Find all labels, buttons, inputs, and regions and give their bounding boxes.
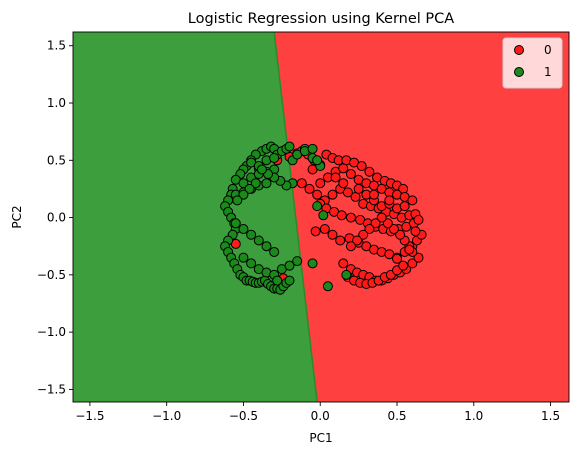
point-class-1 bbox=[261, 241, 272, 252]
point-class-0 bbox=[395, 229, 406, 240]
point-class-0 bbox=[392, 253, 403, 264]
point-class-0 bbox=[335, 235, 346, 246]
point-class-1 bbox=[312, 201, 323, 212]
point-class-1 bbox=[284, 275, 295, 286]
point-class-1 bbox=[256, 164, 267, 175]
legend-box bbox=[502, 37, 563, 89]
point-class-0 bbox=[338, 178, 349, 189]
point-class-0 bbox=[296, 178, 307, 189]
point-class-1 bbox=[269, 246, 280, 257]
point-class-0 bbox=[336, 210, 347, 221]
legend-marker-class-0 bbox=[514, 45, 524, 55]
point-class-1 bbox=[318, 210, 329, 221]
point-class-0 bbox=[330, 172, 341, 183]
point-class-0 bbox=[399, 201, 410, 212]
legend-marker-class-1 bbox=[514, 67, 524, 77]
point-class-0 bbox=[407, 258, 418, 269]
point-class-0 bbox=[352, 235, 363, 246]
point-class-1 bbox=[292, 256, 303, 267]
point-class-0 bbox=[398, 260, 409, 271]
point-class-0 bbox=[345, 169, 356, 180]
point-class-0 bbox=[356, 161, 367, 172]
point-class-1 bbox=[312, 155, 323, 166]
point-class-0 bbox=[407, 195, 418, 206]
point-class-0 bbox=[368, 189, 379, 200]
point-class-0 bbox=[345, 241, 356, 252]
x-tick-label: 0.0 bbox=[311, 409, 330, 423]
y-tick-label: −1.5 bbox=[37, 382, 66, 396]
point-class-1 bbox=[238, 224, 249, 235]
point-class-0 bbox=[312, 189, 323, 200]
y-axis-ticks: −1.5 −1.0 −0.5 0.0 0.5 1.0 1.5 bbox=[37, 39, 73, 396]
point-class-0 bbox=[338, 163, 349, 174]
x-tick-label: 0.5 bbox=[387, 409, 406, 423]
point-class-0 bbox=[364, 166, 375, 177]
x-tick-label: −1.0 bbox=[152, 409, 181, 423]
chart-title: Logistic Regression using Kernel PCA bbox=[188, 11, 455, 27]
y-tick-label: 1.5 bbox=[47, 39, 66, 53]
y-tick-label: −1.0 bbox=[37, 325, 66, 339]
point-class-1 bbox=[272, 275, 283, 286]
point-class-1 bbox=[307, 258, 318, 269]
point-class-1 bbox=[230, 218, 241, 229]
point-class-0 bbox=[388, 224, 399, 235]
point-class-1 bbox=[238, 189, 249, 200]
legend: 0 1 bbox=[502, 37, 563, 89]
point-class-0 bbox=[345, 212, 356, 223]
point-class-1 bbox=[246, 258, 257, 269]
point-class-0 bbox=[327, 229, 338, 240]
point-class-0 bbox=[310, 226, 321, 237]
x-tick-label: 1.0 bbox=[464, 409, 483, 423]
point-class-0 bbox=[382, 218, 393, 229]
decision-boundary bbox=[273, 32, 318, 402]
point-class-1 bbox=[232, 195, 243, 206]
y-tick-label: 0.0 bbox=[47, 211, 66, 225]
x-tick-label: −0.5 bbox=[229, 409, 258, 423]
x-tick-label: −1.5 bbox=[75, 409, 104, 423]
point-class-1 bbox=[341, 269, 352, 280]
point-class-1 bbox=[322, 281, 333, 292]
point-class-0 bbox=[338, 258, 349, 269]
point-class-1 bbox=[269, 153, 280, 164]
point-class-0 bbox=[304, 183, 315, 194]
point-class-1 bbox=[261, 178, 272, 189]
plot-frame bbox=[72, 31, 570, 403]
y-tick-label: 1.0 bbox=[47, 96, 66, 110]
point-class-1 bbox=[238, 252, 249, 263]
point-class-0 bbox=[319, 224, 330, 235]
point-class-0 bbox=[327, 189, 338, 200]
point-class-1 bbox=[246, 229, 257, 240]
point-class-1 bbox=[253, 235, 264, 246]
legend-label-class-1: 1 bbox=[544, 65, 552, 79]
point-class-1 bbox=[284, 141, 295, 152]
point-class-0 bbox=[364, 224, 375, 235]
point-class-0 bbox=[370, 218, 381, 229]
x-axis-label: PC1 bbox=[309, 431, 332, 445]
y-tick-label: 0.5 bbox=[47, 153, 66, 167]
point-class-0 bbox=[384, 195, 395, 206]
point-class-0 bbox=[413, 252, 424, 263]
point-class-0 bbox=[358, 229, 369, 240]
x-tick-label: 1.5 bbox=[541, 409, 560, 423]
point-class-0 bbox=[315, 178, 326, 189]
point-class-1 bbox=[250, 178, 261, 189]
decision-region-class-1 bbox=[73, 32, 318, 402]
point-class-0 bbox=[353, 183, 364, 194]
data-points bbox=[220, 141, 427, 295]
y-axis-label: PC2 bbox=[10, 205, 24, 228]
point-class-1 bbox=[244, 183, 255, 194]
point-class-0 bbox=[404, 244, 415, 255]
point-class-1 bbox=[307, 143, 318, 154]
point-class-0 bbox=[410, 226, 421, 237]
point-class-0 bbox=[413, 214, 424, 225]
y-tick-label: −0.5 bbox=[37, 268, 66, 282]
point-class-1 bbox=[284, 260, 295, 271]
point-class-0 bbox=[376, 212, 387, 223]
x-axis-ticks: −1.5 −1.0 −0.5 0.0 0.5 1.0 1.5 bbox=[75, 402, 560, 423]
point-class-0 bbox=[342, 187, 353, 198]
legend-label-class-0: 0 bbox=[544, 43, 552, 57]
